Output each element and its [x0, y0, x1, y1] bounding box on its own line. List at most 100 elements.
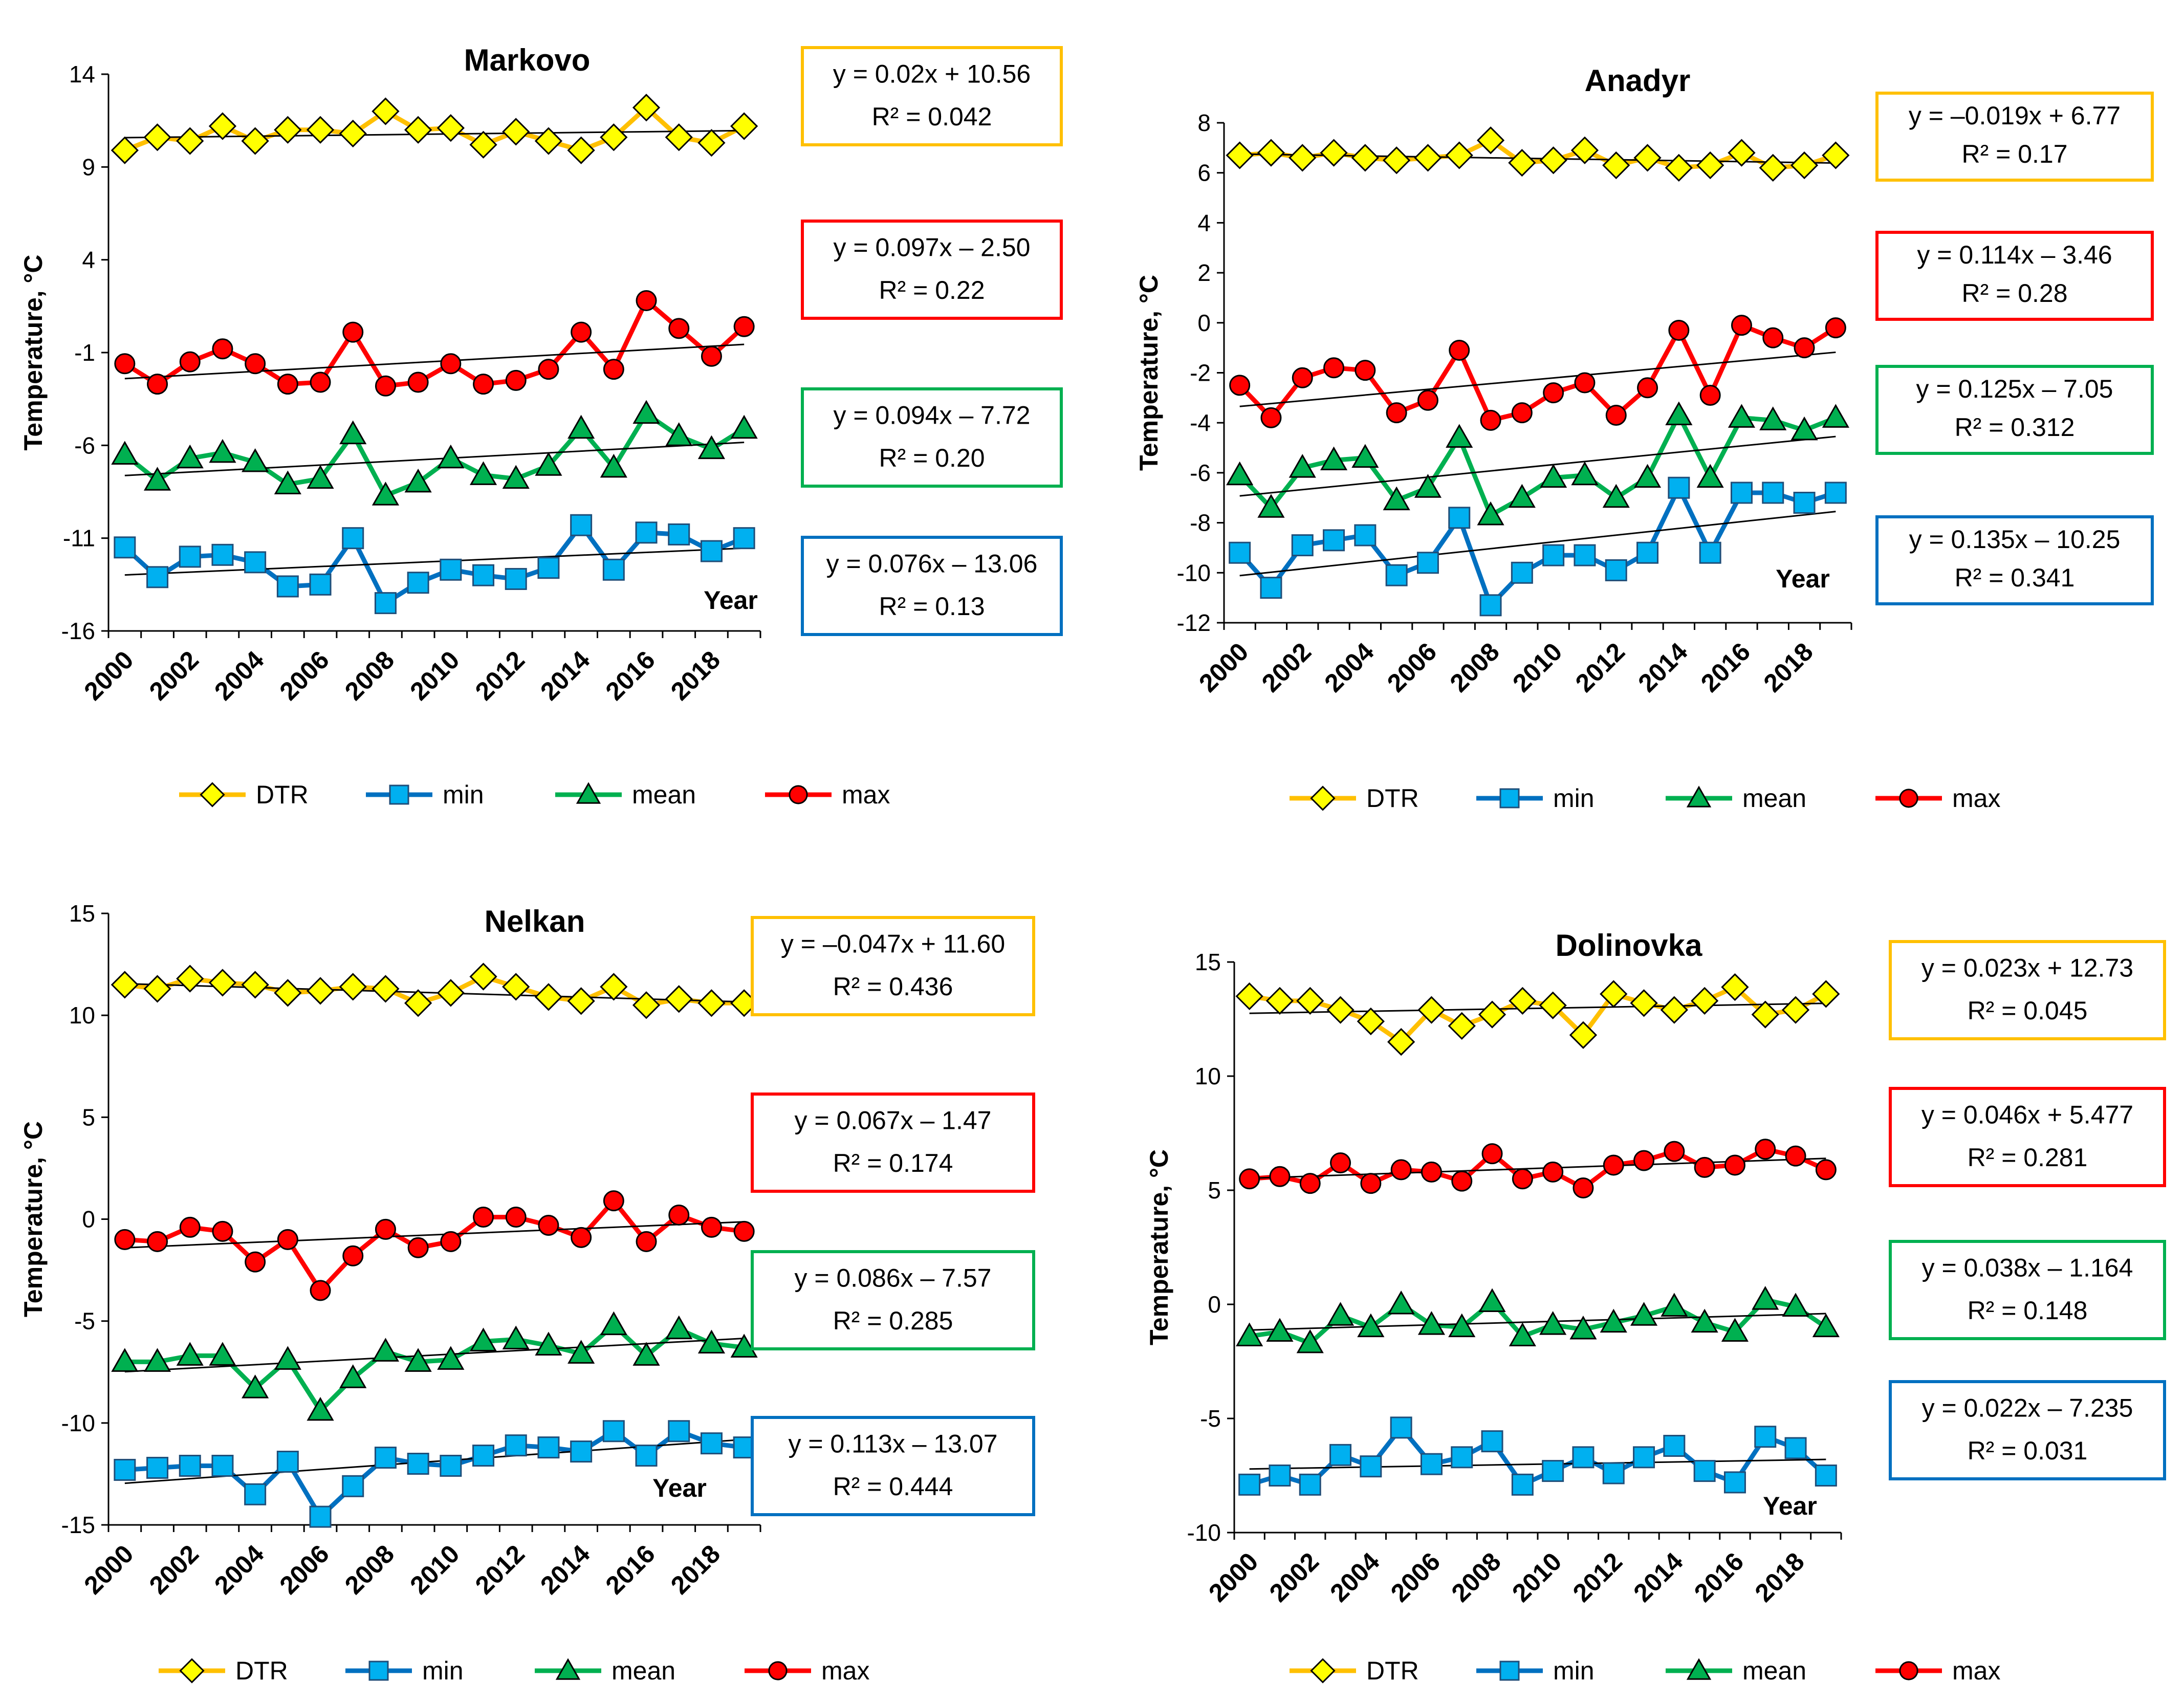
mean-point [469, 461, 497, 485]
trend-equation: y = 0.023x + 12.73 [1921, 953, 2133, 982]
max-trendline [124, 1221, 745, 1249]
x-tick-label: 2018 [665, 1539, 726, 1600]
max-point [1229, 375, 1251, 396]
min-point [211, 543, 234, 566]
min-point [1511, 561, 1533, 584]
y-tick-label: -12 [1177, 609, 1211, 636]
mean-equation-box [751, 1250, 1035, 1350]
mean-point [1446, 424, 1473, 448]
x-tick-label: 2014 [1632, 637, 1693, 697]
max-point [1323, 357, 1345, 379]
mean-trendline [124, 442, 745, 476]
min-point [602, 1420, 625, 1443]
trend-equation: y = 0.076x – 13.06 [826, 549, 1038, 578]
max-point [179, 1216, 201, 1238]
mean-point [1812, 1313, 1840, 1338]
mean-point [697, 435, 726, 460]
y-axis-title: Temperature, °C [19, 254, 48, 450]
dtr-point [404, 989, 432, 1017]
y-tick-label: 10 [69, 1002, 95, 1029]
max-equation-box [801, 220, 1063, 320]
max-point [212, 1220, 233, 1242]
min-point [1269, 1465, 1291, 1487]
max-point [1573, 1177, 1594, 1199]
mean-point [143, 467, 171, 491]
r-squared: R² = 0.045 [1968, 996, 2088, 1025]
y-tick-label: 0 [82, 1206, 95, 1233]
min-point [505, 567, 527, 590]
mean-point [632, 400, 660, 424]
x-axis-title: Year [1763, 1492, 1817, 1520]
max-point [1605, 405, 1627, 426]
mean-point [307, 1396, 334, 1421]
dtr-point [665, 985, 693, 1013]
r-squared: R² = 0.444 [833, 1472, 953, 1501]
mean-point [1571, 461, 1599, 486]
min-point [1229, 541, 1251, 564]
dtr-point [241, 127, 269, 155]
min-trendline [1249, 1458, 1826, 1470]
dtr-point [534, 983, 563, 1011]
max-point [1762, 327, 1784, 348]
dtr-point [1351, 144, 1379, 172]
min-point [1815, 1465, 1837, 1487]
legend-label: DTR [1366, 1656, 1419, 1685]
min-point [1668, 476, 1690, 499]
max-point [733, 316, 755, 337]
max-point [1386, 402, 1407, 424]
x-axis-title: Year [1776, 564, 1830, 593]
dtr-point [1448, 1012, 1476, 1040]
x-tick-label: 2014 [535, 1539, 595, 1600]
dtr-point [1288, 144, 1317, 172]
min-point [668, 523, 690, 545]
max-point [179, 351, 201, 373]
min-point [114, 536, 136, 559]
min-point [537, 1436, 560, 1459]
trend-equation: y = 0.097x – 2.50 [833, 233, 1030, 261]
dtr-point [1759, 154, 1787, 182]
dtr-point [1320, 139, 1348, 167]
max-point [1694, 1156, 1715, 1178]
max-point [1724, 1154, 1745, 1176]
mean-point [339, 1364, 367, 1388]
max-point [1417, 389, 1438, 411]
trend-equation: y = 0.046x + 5.477 [1921, 1100, 2133, 1129]
mean-point [1477, 501, 1504, 526]
legend-label: mean [1742, 1656, 1806, 1685]
min-point [146, 566, 169, 588]
min-point [1260, 577, 1282, 599]
min-point [1762, 482, 1784, 504]
mean-point [176, 444, 204, 469]
max-point [407, 372, 429, 393]
dtr-point [241, 971, 269, 999]
max-point [310, 372, 331, 393]
min-trendline [1239, 511, 1836, 577]
trend-equation: y = 0.02x + 10.56 [833, 59, 1031, 88]
x-tick-label: 2002 [144, 645, 204, 706]
y-tick-label: -6 [1190, 460, 1211, 486]
min-point [374, 592, 397, 615]
mean-trendline [1249, 1313, 1826, 1331]
max-point [1542, 1161, 1564, 1183]
trend-equation: y = 0.022x – 7.235 [1922, 1393, 2133, 1422]
max-point [636, 290, 657, 311]
dtr-point [632, 991, 661, 1019]
min-point [342, 527, 364, 550]
legend-marker [1499, 788, 1520, 809]
legend-label: max [1952, 784, 2000, 813]
min-point [570, 514, 593, 536]
mean-point [274, 470, 301, 494]
max-point [1299, 1173, 1321, 1194]
dtr-point [1633, 144, 1662, 172]
y-tick-label: -11 [63, 525, 95, 552]
chart-title: Nelkan [485, 904, 585, 938]
dtr-point [1822, 141, 1850, 169]
x-tick-label: 2006 [1385, 1547, 1446, 1607]
mean-point [1508, 484, 1536, 508]
min-point [1636, 541, 1659, 564]
mean-point [1569, 1316, 1597, 1340]
min-point [1329, 1444, 1352, 1466]
dtr-point [404, 116, 432, 144]
legend-label: max [842, 780, 890, 809]
